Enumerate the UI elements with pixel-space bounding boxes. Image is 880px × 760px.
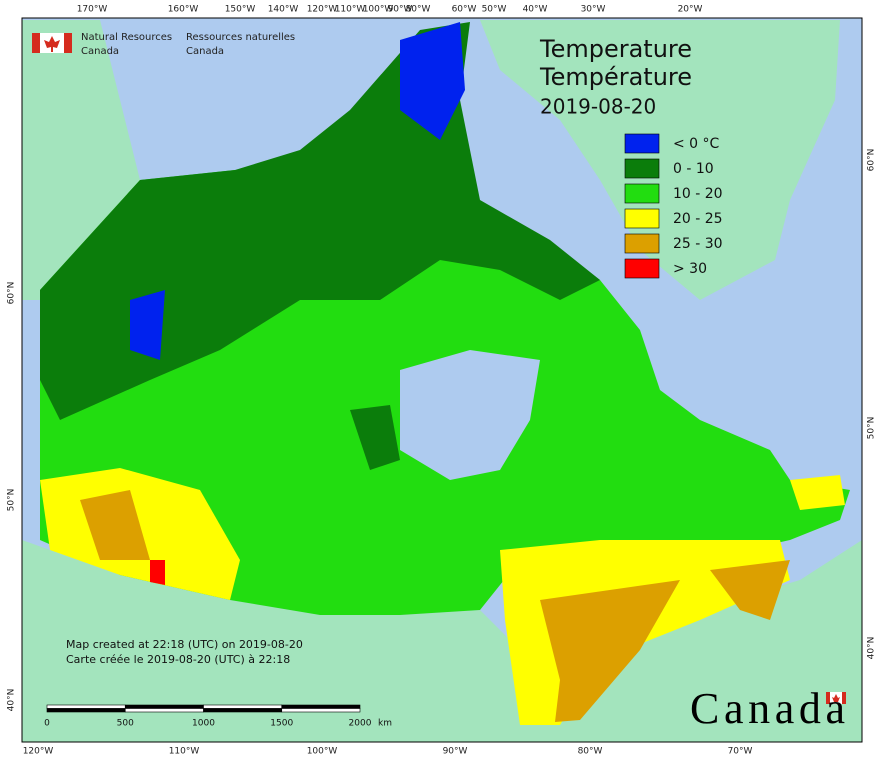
scale-segment bbox=[281, 704, 361, 709]
legend-label: 20 - 25 bbox=[673, 211, 723, 227]
org-name-fr: Ressources naturelles bbox=[186, 32, 295, 43]
longitude-label: 160°W bbox=[168, 5, 199, 15]
legend-swatch bbox=[624, 233, 660, 254]
map-title: Temperature bbox=[539, 35, 692, 63]
region-25-30 bbox=[710, 560, 790, 620]
legend-swatch bbox=[624, 158, 660, 179]
legend-label: 10 - 20 bbox=[673, 186, 723, 202]
map-frame bbox=[21, 17, 863, 743]
scale-segment bbox=[124, 704, 204, 709]
longitude-label: 150°W bbox=[225, 5, 256, 15]
region-25-30 bbox=[540, 580, 680, 722]
org-name-en: Canada bbox=[81, 46, 119, 57]
longitude-label: 40°W bbox=[523, 5, 548, 15]
longitude-label: 30°W bbox=[581, 5, 606, 15]
region-above-30 bbox=[150, 560, 165, 585]
longitude-label: 120°W bbox=[307, 5, 338, 15]
scale-segment bbox=[203, 708, 283, 713]
region-below-0 bbox=[400, 22, 465, 140]
credit-line: Map created at 22:18 (UTC) on 2019-08-20 bbox=[66, 638, 303, 651]
longitude-label: 80°W bbox=[578, 747, 603, 757]
legend-swatch bbox=[624, 208, 660, 229]
alaska bbox=[22, 20, 140, 300]
longitude-label: 120°W bbox=[23, 747, 54, 757]
longitude-label: 100°W bbox=[307, 747, 338, 757]
scale-label: 500 bbox=[117, 719, 134, 729]
scale-segment bbox=[124, 708, 204, 713]
latitude-label: 50°N bbox=[867, 417, 877, 440]
legend-swatch bbox=[624, 183, 660, 204]
legend-label: > 30 bbox=[673, 261, 707, 277]
longitude-label: 170°W bbox=[77, 5, 108, 15]
canada-wordmark-flag bbox=[826, 692, 846, 704]
longitude-label: 90°W bbox=[443, 747, 468, 757]
scale-segment bbox=[281, 708, 361, 713]
scale-label: 2000 bbox=[349, 719, 372, 729]
longitude-label: 50°W bbox=[482, 5, 507, 15]
latitude-label: 60°N bbox=[867, 149, 877, 172]
region-0-10 bbox=[40, 22, 600, 420]
latitude-label: 40°N bbox=[867, 637, 877, 660]
legend-label: 25 - 30 bbox=[673, 236, 723, 252]
org-name-fr: Canada bbox=[186, 46, 224, 57]
legend-swatch bbox=[624, 258, 660, 279]
nrcan-logo bbox=[32, 33, 72, 53]
region-20-25 bbox=[790, 475, 845, 510]
longitude-label: 70°W bbox=[728, 747, 753, 757]
scale-unit: km bbox=[378, 719, 392, 729]
longitude-label: 80°W bbox=[406, 5, 431, 15]
scale-label: 1000 bbox=[192, 719, 215, 729]
scale-segment bbox=[46, 708, 126, 713]
longitude-label: 90°W bbox=[388, 5, 413, 15]
region-25-30 bbox=[80, 490, 150, 560]
credit-line: Carte créée le 2019-08-20 (UTC) à 22:18 bbox=[66, 653, 290, 666]
canada-wordmark: Canada bbox=[690, 684, 845, 733]
longitude-label: 20°W bbox=[678, 5, 703, 15]
map-date: 2019-08-20 bbox=[540, 95, 656, 119]
map-title: Température bbox=[539, 63, 692, 91]
region-below-0 bbox=[130, 290, 165, 360]
longitude-label: 110°W bbox=[169, 747, 200, 757]
org-name-en: Natural Resources bbox=[81, 32, 172, 43]
united-states bbox=[22, 540, 862, 742]
hudson-bay bbox=[400, 350, 540, 480]
longitude-label: 140°W bbox=[268, 5, 299, 15]
longitude-label: 100°W bbox=[363, 5, 394, 15]
latitude-label: 40°N bbox=[7, 689, 17, 712]
legend-label: < 0 °C bbox=[673, 136, 720, 152]
scale-segment bbox=[46, 704, 126, 709]
latitude-label: 50°N bbox=[7, 489, 17, 512]
scale-label: 1500 bbox=[270, 719, 293, 729]
longitude-label: 110°W bbox=[335, 5, 366, 15]
longitude-label: 60°W bbox=[452, 5, 477, 15]
latitude-label: 60°N bbox=[7, 282, 17, 305]
scale-segment bbox=[203, 704, 283, 709]
region-0-10 bbox=[350, 405, 400, 470]
scale-label: 0 bbox=[44, 719, 50, 729]
greenland bbox=[480, 20, 840, 300]
legend-label: 0 - 10 bbox=[673, 161, 714, 177]
legend-swatch bbox=[624, 133, 660, 154]
